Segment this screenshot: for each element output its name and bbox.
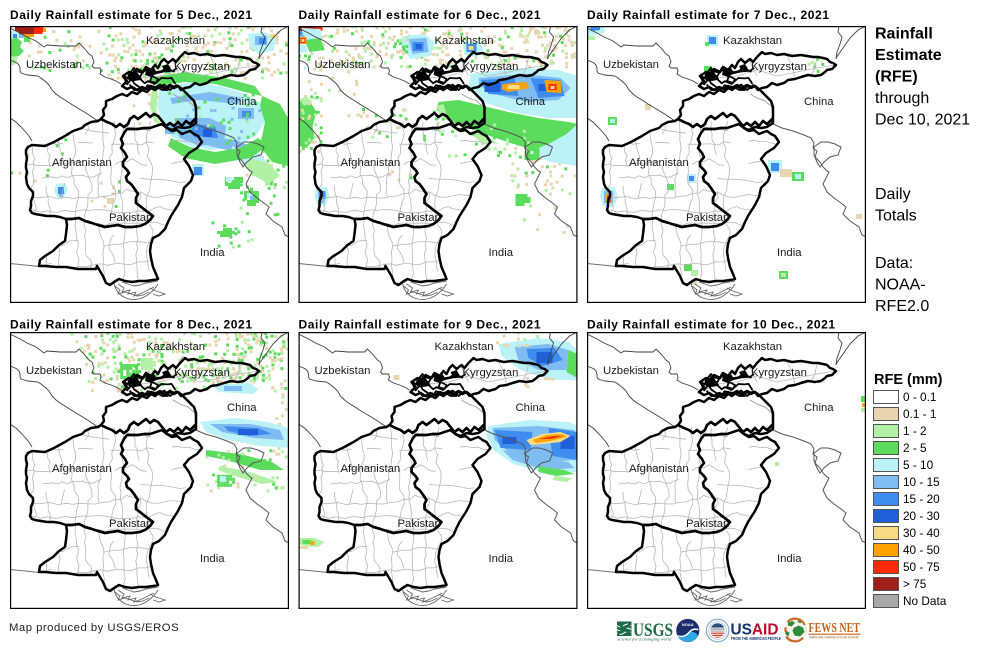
svg-text:15 - 20: 15 - 20: [903, 492, 940, 506]
svg-text:40 - 50: 40 - 50: [903, 543, 940, 557]
svg-text:0 - 0.1: 0 - 0.1: [903, 390, 936, 404]
svg-text:FROM THE AMERICAN PEOPLE: FROM THE AMERICAN PEOPLE: [731, 636, 781, 641]
svg-text:Rainfall: Rainfall: [875, 26, 933, 43]
svg-text:10 - 15: 10 - 15: [903, 475, 940, 489]
svg-text:No Data: No Data: [903, 594, 947, 608]
svg-text:Daily Rainfall estimate for 9: Daily Rainfall estimate for 9 Dec., 2021: [299, 317, 541, 331]
svg-text:20 - 30: 20 - 30: [903, 509, 940, 523]
svg-text:NOAA: NOAA: [682, 622, 694, 627]
svg-text:Data:: Data:: [875, 255, 913, 272]
svg-text:FEWS NET: FEWS NET: [809, 620, 861, 635]
svg-text:Dec 10, 2021: Dec 10, 2021: [875, 112, 970, 129]
svg-text:Totals: Totals: [875, 208, 917, 225]
svg-text:through: through: [875, 90, 929, 107]
svg-text:USAID: USAID: [731, 622, 779, 639]
svg-text:USGS: USGS: [633, 620, 673, 641]
svg-text:Map produced by USGS/EROS: Map produced by USGS/EROS: [9, 622, 179, 634]
svg-text:FAMINE EARLY WARNING SYSTEMS N: FAMINE EARLY WARNING SYSTEMS NETWORK: [809, 635, 860, 639]
svg-text:Daily Rainfall estimate for 10: Daily Rainfall estimate for 10 Dec., 202…: [587, 317, 835, 331]
svg-text:30 - 40: 30 - 40: [903, 526, 940, 540]
svg-text:Estimate: Estimate: [875, 47, 942, 64]
svg-text:Daily Rainfall estimate for 5: Daily Rainfall estimate for 5 Dec., 2021: [10, 8, 252, 22]
svg-text:> 75: > 75: [903, 577, 927, 591]
svg-text:Daily Rainfall estimate for 6: Daily Rainfall estimate for 6 Dec., 2021: [299, 8, 541, 22]
svg-text:50 - 75: 50 - 75: [903, 560, 940, 574]
svg-text:5 - 10: 5 - 10: [903, 458, 934, 472]
svg-text:1 - 2: 1 - 2: [903, 424, 927, 438]
svg-text:Daily Rainfall estimate for 7: Daily Rainfall estimate for 7 Dec., 2021: [587, 8, 829, 22]
svg-text:2 - 5: 2 - 5: [903, 441, 927, 455]
svg-text:Daily: Daily: [875, 186, 911, 203]
svg-text:NOAA-: NOAA-: [875, 277, 926, 294]
svg-text:(RFE): (RFE): [875, 69, 918, 86]
svg-text:Daily Rainfall estimate for 8: Daily Rainfall estimate for 8 Dec., 2021: [10, 317, 252, 331]
svg-text:RFE2.0: RFE2.0: [875, 298, 929, 315]
svg-text:science for a changing world: science for a changing world: [618, 637, 673, 642]
svg-text:RFE (mm): RFE (mm): [874, 372, 943, 388]
svg-text:0.1 - 1: 0.1 - 1: [903, 407, 936, 421]
